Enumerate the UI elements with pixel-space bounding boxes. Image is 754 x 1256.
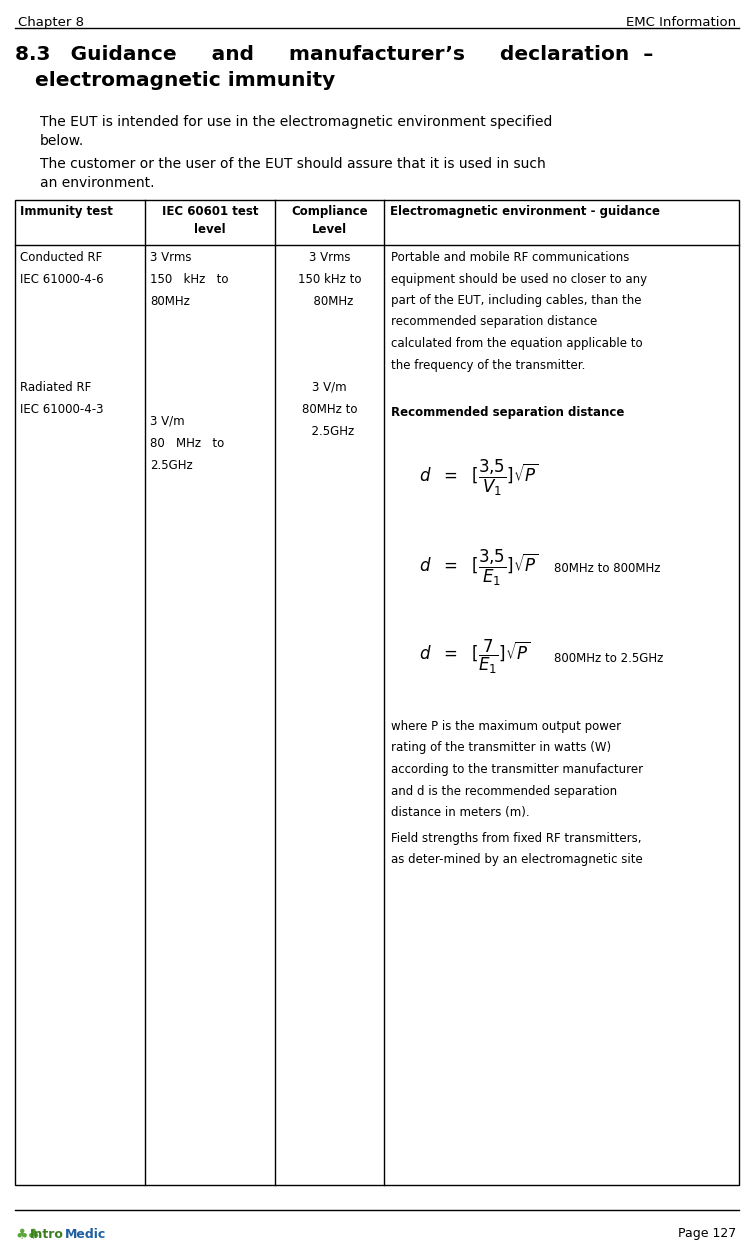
- Text: 800MHz to 2.5GHz: 800MHz to 2.5GHz: [554, 652, 664, 664]
- Text: Medic: Medic: [65, 1228, 106, 1241]
- Text: $d\ \ =\ \ [\dfrac{3{,}5}{E_1}]\sqrt{P}$: $d\ \ =\ \ [\dfrac{3{,}5}{E_1}]\sqrt{P}$: [419, 548, 539, 588]
- Text: Radiated RF
IEC 61000-4-3: Radiated RF IEC 61000-4-3: [20, 381, 103, 416]
- Bar: [15, 200, 739, 1184]
- Text: 3 Vrms
150   kHz   to
80MHz: 3 Vrms 150 kHz to 80MHz: [150, 251, 228, 308]
- Text: $d\ \ =\ \ [\dfrac{3{,}5}{V_1}]\sqrt{P}$: $d\ \ =\ \ [\dfrac{3{,}5}{V_1}]\sqrt{P}$: [419, 458, 539, 499]
- Text: 3 Vrms
150 kHz to
  80MHz: 3 Vrms 150 kHz to 80MHz: [298, 251, 361, 308]
- Text: 80MHz to 800MHz: 80MHz to 800MHz: [554, 561, 661, 575]
- Text: Chapter 8: Chapter 8: [18, 16, 84, 29]
- Text: Field strengths from fixed RF transmitters,
as deter-mined by an electromagnetic: Field strengths from fixed RF transmitte…: [391, 831, 642, 867]
- Text: electromagnetic immunity: electromagnetic immunity: [35, 72, 336, 90]
- Text: 3 V/m
80MHz to
  2.5GHz: 3 V/m 80MHz to 2.5GHz: [302, 381, 357, 438]
- Text: 3 V/m
80   MHz   to
2.5GHz: 3 V/m 80 MHz to 2.5GHz: [150, 414, 224, 472]
- Text: below.: below.: [40, 134, 84, 148]
- Text: The EUT is intended for use in the electromagnetic environment specified: The EUT is intended for use in the elect…: [40, 116, 553, 129]
- Text: 8.3 Guidance     and     manufacturer’s     declaration  –: 8.3 Guidance and manufacturer’s declarat…: [15, 45, 654, 64]
- Text: Intro: Intro: [30, 1228, 64, 1241]
- Text: Electromagnetic environment - guidance: Electromagnetic environment - guidance: [390, 205, 660, 219]
- Text: Portable and mobile RF communications
equipment should be used no closer to any
: Portable and mobile RF communications eq…: [391, 251, 647, 372]
- Text: IEC 60601 test
level: IEC 60601 test level: [162, 205, 259, 236]
- Text: Compliance
Level: Compliance Level: [291, 205, 368, 236]
- Text: ♣♣: ♣♣: [15, 1228, 40, 1242]
- Text: The customer or the user of the EUT should assure that it is used in such: The customer or the user of the EUT shou…: [40, 157, 546, 171]
- Text: Conducted RF
IEC 61000-4-6: Conducted RF IEC 61000-4-6: [20, 251, 103, 286]
- Text: Recommended separation distance: Recommended separation distance: [391, 406, 624, 420]
- Text: $d\ \ =\ \ [\dfrac{7}{E_1}]\sqrt{P}$: $d\ \ =\ \ [\dfrac{7}{E_1}]\sqrt{P}$: [419, 638, 531, 676]
- Text: an environment.: an environment.: [40, 176, 155, 190]
- Text: Immunity test: Immunity test: [20, 205, 113, 219]
- Text: Page 127: Page 127: [678, 1227, 736, 1240]
- Text: where ​P is the maximum output power
rating of the transmitter in watts (W)
acco: where ​P is the maximum output power rat…: [391, 720, 643, 819]
- Text: EMC Information: EMC Information: [626, 16, 736, 29]
